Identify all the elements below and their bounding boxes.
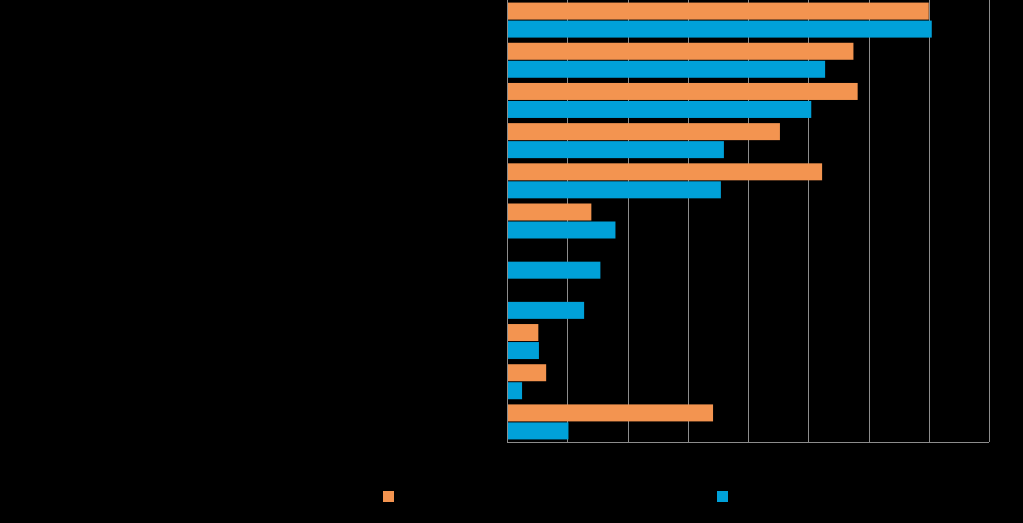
bar	[507, 60, 826, 78]
bar	[507, 42, 854, 60]
bar	[507, 100, 812, 118]
legend-swatch	[383, 491, 394, 502]
bar	[507, 404, 714, 422]
bar	[507, 2, 929, 20]
bar	[507, 20, 932, 38]
bars	[507, 2, 932, 440]
bar	[507, 382, 523, 400]
bar	[507, 181, 721, 199]
axes	[507, 0, 989, 443]
bar	[507, 422, 569, 440]
bar	[507, 301, 585, 319]
bar	[507, 364, 547, 382]
bar	[507, 141, 724, 159]
bar	[507, 261, 601, 279]
bar	[507, 82, 858, 100]
bar	[507, 342, 539, 360]
legend	[383, 491, 728, 502]
bar	[507, 203, 592, 221]
bar	[507, 123, 780, 141]
bar	[507, 163, 823, 181]
bar	[507, 221, 616, 239]
bar	[507, 324, 539, 342]
legend-swatch	[717, 491, 728, 502]
